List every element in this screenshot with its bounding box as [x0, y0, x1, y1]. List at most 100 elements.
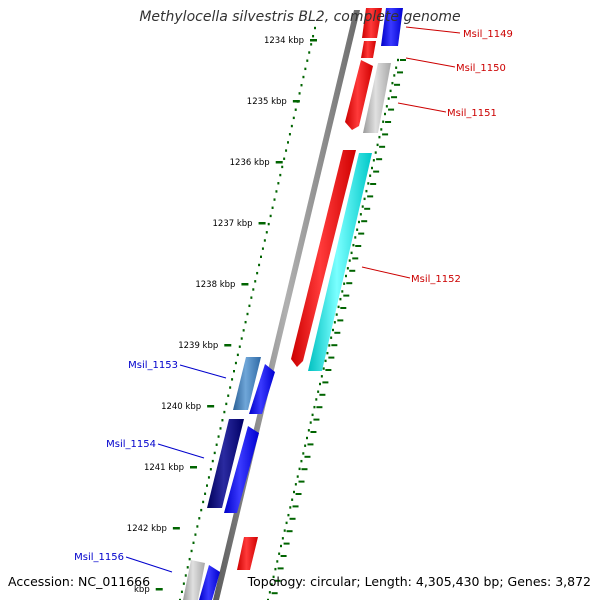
topology-summary: Topology: circular; Length: 4,305,430 bp… [247, 574, 591, 589]
minor-tick [397, 71, 404, 74]
minor-tick [334, 331, 341, 334]
right-guide-dot [307, 429, 310, 432]
right-guide-dot [302, 452, 305, 455]
minor-tick [391, 96, 398, 99]
scale-tick [155, 588, 163, 591]
scale-tick-label: 1242 kbp [127, 524, 167, 534]
right-guide-dot [270, 583, 273, 586]
minor-tick [358, 232, 365, 235]
gene-label-msil-1156[interactable]: Msil_1156 [74, 552, 124, 563]
right-guide-dot [287, 513, 290, 517]
gene-labels: Msil_1149 Msil_1150 Msil_1151 Msil_1152 … [74, 29, 513, 563]
right-guide-dot [371, 166, 373, 170]
left-guide-dot [283, 157, 286, 160]
gene-label-msil-1153[interactable]: Msil_1153 [128, 360, 178, 371]
gene-label-msil-1152[interactable]: Msil_1152 [411, 274, 461, 285]
right-guide-dot [376, 143, 379, 147]
right-guide-dot [324, 359, 327, 363]
right-guide-dot [268, 591, 271, 594]
minor-tick [364, 207, 371, 210]
left-guide-dot [198, 517, 201, 520]
left-guide-dot [213, 451, 216, 455]
right-guide-dot [345, 274, 347, 278]
left-guide-dot [184, 574, 187, 577]
minor-tick [274, 579, 281, 582]
right-guide-dot [285, 521, 288, 525]
gene-blue-1153b [249, 364, 275, 414]
minor-tick [280, 555, 287, 557]
minor-tick [337, 319, 344, 322]
scale-tick-label: 1235 kbp [247, 97, 287, 107]
scale-tick [292, 100, 300, 103]
right-guide-dot [281, 537, 284, 540]
right-guide-dot [354, 236, 357, 239]
right-guide-dot [358, 220, 360, 224]
right-guide-dot [326, 351, 329, 355]
minor-tick [319, 393, 326, 396]
right-guide-dot [333, 321, 336, 324]
left-guide-dot [287, 141, 289, 144]
left-guide-dot [244, 320, 247, 324]
gene-msil-1149-left [362, 8, 382, 38]
gene-label-msil-1149[interactable]: Msil_1149 [463, 29, 513, 40]
right-guide-dot [317, 390, 320, 393]
left-guide-dot [263, 239, 266, 242]
minor-tick [283, 542, 290, 545]
right-guide-dot [306, 436, 308, 440]
left-guide-dot [298, 92, 301, 95]
left-guide-dot [240, 337, 243, 340]
scale-axis: 1234 kbp 1235 kbp 1236 kbp 1237 kbp 1238 kbp… [127, 36, 317, 595]
minor-tick [370, 183, 377, 185]
right-guide-dot [335, 313, 338, 316]
reverse-genes [183, 357, 275, 600]
right-guide-dot [319, 382, 321, 386]
minor-tick [382, 133, 389, 136]
scale-tick-label: 1241 kbp [144, 463, 184, 473]
gene-blue-1154b [224, 426, 259, 513]
left-guide-dot [202, 500, 205, 504]
gene-label-msil-1150[interactable]: Msil_1150 [456, 63, 506, 74]
minor-tick [385, 121, 392, 123]
left-guide-dot [277, 182, 280, 185]
minor-tick [313, 418, 320, 421]
right-guide-dot [363, 197, 366, 201]
minor-tick [388, 108, 395, 111]
right-guide-dot [352, 243, 355, 247]
gene-red-long [291, 150, 356, 367]
left-guide-dot [207, 476, 210, 479]
right-guide-dot [289, 506, 292, 509]
minor-tick [301, 468, 308, 471]
minor-tick [400, 59, 406, 61]
gene-red-bottom [237, 537, 258, 570]
left-guide-dot [294, 108, 297, 111]
right-guide-dot [313, 405, 316, 409]
left-guide-dot [271, 206, 274, 209]
gene-msil-1154 [207, 419, 244, 508]
gene-msil-1149-right [381, 8, 403, 46]
scale-tick [275, 161, 283, 164]
gene-label-msil-1154[interactable]: Msil_1154 [106, 439, 156, 450]
left-guide-dot [194, 533, 197, 536]
minor-tick [307, 443, 314, 446]
left-guide-dot [179, 598, 181, 600]
minor-tick [367, 195, 374, 198]
scale-tick [258, 222, 266, 225]
right-guide-dot [280, 544, 282, 548]
left-guide-dot [252, 288, 255, 291]
left-guide-dot [223, 410, 226, 414]
right-guide-dot [372, 159, 375, 162]
right-guide-dot [274, 567, 277, 571]
left-guide-dot [250, 296, 253, 299]
gene-label-msil-1151[interactable]: Msil_1151 [447, 108, 497, 119]
scale-tick [190, 466, 198, 469]
minor-tick [331, 344, 338, 347]
scale-tick [207, 405, 215, 408]
left-guide-dot [288, 133, 291, 136]
right-guide-dot [387, 97, 390, 100]
left-guide-dot [261, 247, 264, 250]
scale-tick-label: 1236 kbp [230, 158, 270, 168]
minor-tick [352, 257, 359, 260]
left-guide-dot [256, 271, 259, 275]
minor-tick [349, 269, 356, 272]
left-guide-dot [312, 34, 315, 38]
